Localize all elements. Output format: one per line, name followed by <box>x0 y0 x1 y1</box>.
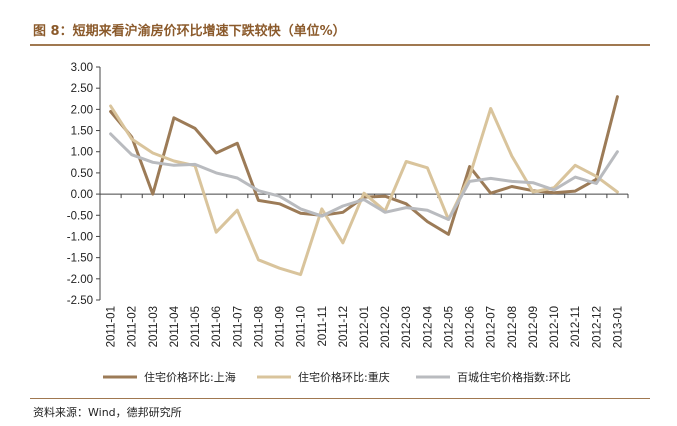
x-tick-label: 2011-11 <box>317 306 329 347</box>
y-tick-label: 3.00 <box>71 62 93 74</box>
y-tick-label: 0.00 <box>71 189 93 201</box>
y-axis: 3.00 2.50 2.00 1.50 1.00 0.50 0.00 -0.50 -1.00 -1… <box>67 62 101 307</box>
x-tick-label: 2011-10 <box>296 306 308 347</box>
y-tick-label: -1.50 <box>67 253 93 265</box>
y-tick-label: -0.50 <box>67 210 93 222</box>
legend-label-1: 住宅价格环比:上海 <box>144 370 236 384</box>
chart-title: 图 8：短期来看沪渝房价环比增速下跌较快（单位%） <box>33 24 346 39</box>
y-tick-label: -1.00 <box>67 231 93 243</box>
title-divider <box>30 44 650 46</box>
x-tick-label: 2011-12 <box>338 306 350 347</box>
x-tick-label: 2011-03 <box>148 306 160 347</box>
footer-divider <box>30 398 650 399</box>
y-tick-label: -2.00 <box>67 274 93 286</box>
x-tick-label: 2013-01 <box>612 306 624 348</box>
x-axis: 2011-01 2011-02 2011-03 2011-04 2011-05 2011-… <box>99 193 629 348</box>
x-tick-label: 2011-04 <box>169 305 181 347</box>
x-tick-label: 2012-11 <box>570 306 582 347</box>
x-tick-label: 2012-07 <box>486 306 498 348</box>
legend: 住宅价格环比:上海 住宅价格环比:重庆 百城住宅价格指数:环比 <box>103 370 571 384</box>
x-tick-label: 2011-05 <box>190 306 202 347</box>
series-line-2 <box>109 104 619 277</box>
legend-label-3: 百城住宅价格指数:环比 <box>457 370 571 384</box>
y-tick-label: 0.50 <box>71 168 93 180</box>
x-tick-label: 2011-01 <box>106 306 118 347</box>
x-tick-label: 2012-06 <box>465 306 477 348</box>
x-tick-label: 2012-04 <box>422 305 434 348</box>
x-tick-label: 2011-08 <box>253 306 265 347</box>
series-layer <box>109 95 619 277</box>
y-tick-label: 2.50 <box>71 83 93 95</box>
series-line-3 <box>109 132 619 221</box>
y-tick-label: 2.00 <box>71 104 93 116</box>
legend-label-2: 住宅价格环比:重庆 <box>298 370 390 384</box>
source-note: 资料来源：Wind，德邦研究所 <box>33 406 182 419</box>
x-tick-label: 2012-03 <box>401 306 413 348</box>
x-tick-label: 2011-06 <box>211 306 223 347</box>
line-chart: 3.00 2.50 2.00 1.50 1.00 0.50 0.00 -0.50 -1.00 -1… <box>67 62 629 384</box>
x-tick-label: 2011-02 <box>127 306 139 347</box>
x-tick-label: 2011-07 <box>232 306 244 347</box>
x-tick-label: 2012-05 <box>443 306 455 348</box>
y-tick-label: 1.00 <box>71 147 93 159</box>
x-tick-label: 2012-12 <box>591 306 603 348</box>
x-tick-label: 2012-08 <box>507 306 519 348</box>
y-tick-label: 1.50 <box>71 126 93 138</box>
x-tick-label: 2011-09 <box>275 306 287 347</box>
x-tick-label: 2012-02 <box>380 306 392 348</box>
x-tick-label: 2012-09 <box>528 306 540 348</box>
x-tick-label: 2012-01 <box>359 306 371 348</box>
y-tick-label: -2.50 <box>67 295 93 307</box>
x-tick-label: 2012-10 <box>549 306 561 348</box>
